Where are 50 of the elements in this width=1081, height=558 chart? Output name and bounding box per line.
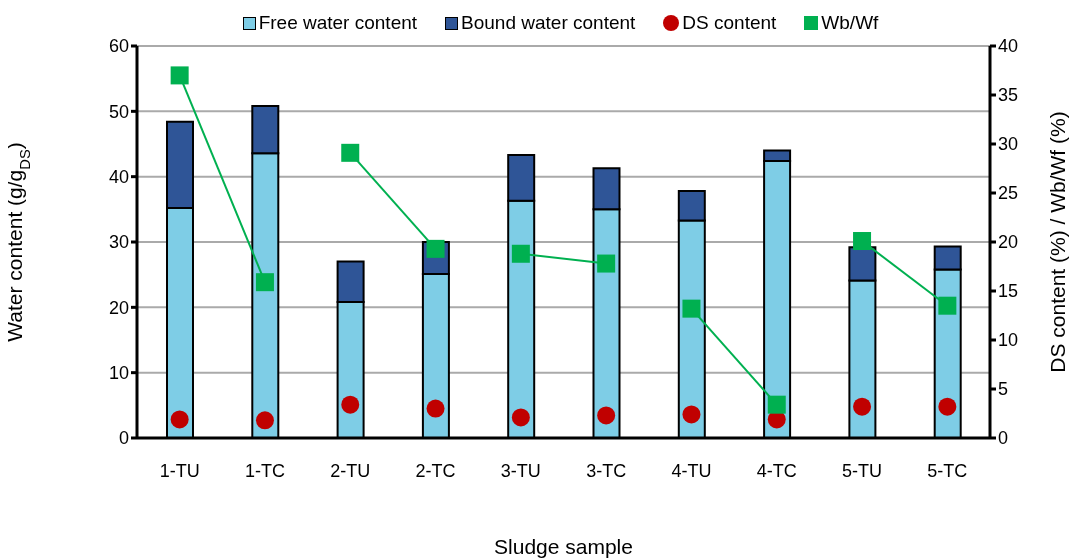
x-axis-title: Sludge sample [494,535,633,558]
point [426,399,445,418]
point [170,66,189,85]
point [597,254,616,273]
legend-label: Bound water content [461,12,636,34]
y2-tick-label: 30 [998,134,1019,155]
y-tick-label: 50 [108,101,129,122]
y2-tick-label: 20 [998,232,1019,253]
y-tick-label: 30 [108,232,129,253]
x-tick-label: 2-TU [330,460,371,481]
point [682,405,701,424]
y2-tick-label: 10 [998,330,1019,351]
legend-label: Wb/Wf [821,12,879,34]
y-tick-label: 0 [118,428,129,449]
x-tick-label: 1-TC [244,460,285,481]
x-tick-label: 3-TU [500,460,541,481]
x-tick-label: 4-TU [671,460,712,481]
point [341,143,360,162]
point [682,299,701,318]
point [341,395,360,414]
x-tick-label: 5-TU [842,460,883,481]
point [767,395,786,414]
point [597,406,616,425]
point [938,397,957,416]
y-tick-label: 10 [108,363,129,384]
point [938,296,957,315]
y2-tick-label: 15 [998,281,1019,302]
legend-label: DS content [682,12,777,34]
x-tick-label: 5-TC [927,460,968,481]
point [255,273,274,292]
point [170,410,189,429]
y2-axis-title: DS content (%) / Wb/Wf (%) [1046,111,1069,373]
point [853,232,872,251]
x-tick-label: 3-TC [586,460,627,481]
y2-tick-label: 0 [998,428,1009,449]
x-tick-label: 2-TC [415,460,456,481]
point [511,408,530,427]
y2-tick-label: 25 [998,183,1019,204]
point [255,411,274,430]
y2-tick-label: 35 [998,85,1019,106]
y-tick-label: 20 [108,297,129,318]
x-tick-label: 4-TC [756,460,797,481]
x-tick-label: 1-TU [159,460,200,481]
point [511,244,530,263]
y2-tick-label: 5 [998,379,1009,400]
y-tick-label: 60 [108,36,129,57]
y2-tick-label: 40 [998,36,1019,57]
point [853,397,872,416]
legend-label: Free water content [258,12,418,34]
y-tick-label: 40 [108,167,129,188]
